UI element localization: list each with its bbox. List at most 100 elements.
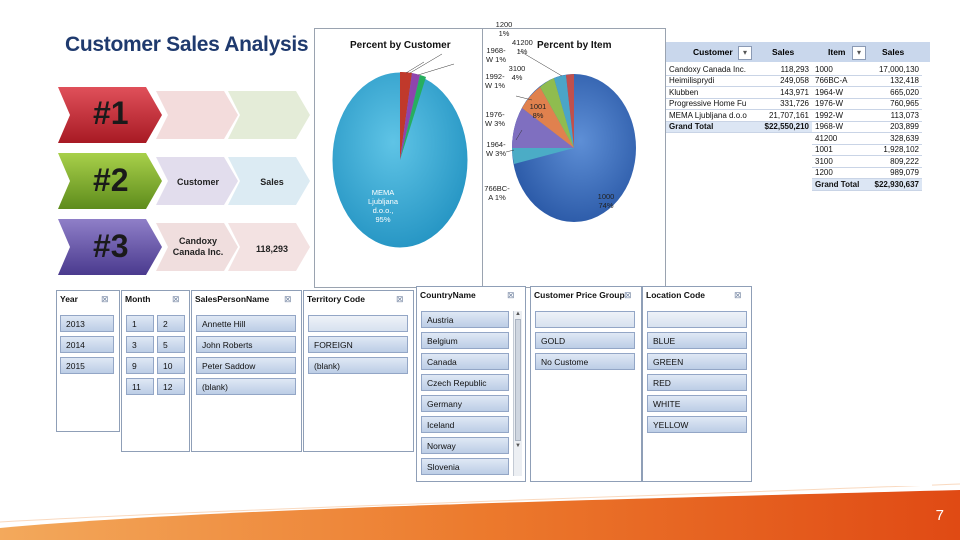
slicer-item-country[interactable]: Czech Republic (421, 374, 509, 391)
step-1-number: #1 (93, 95, 129, 131)
step-arrows (58, 87, 310, 275)
clear-filter-icon[interactable]: ⊠ (172, 294, 180, 304)
step-3-number: #3 (93, 228, 129, 264)
slicer-item-country[interactable]: Austria (421, 311, 509, 328)
pivot-header-sales-1: Sales (772, 47, 795, 57)
pie-item-label-1976w: 1976-W 3% (484, 110, 505, 128)
step-2-arrow (58, 153, 162, 209)
slicer-item-country[interactable]: Slovenia (421, 458, 509, 475)
slicer-item-month[interactable]: 12 (157, 378, 185, 395)
slicer-item-location[interactable]: BLUE (647, 332, 747, 349)
clear-filter-icon[interactable]: ⊠ (734, 290, 742, 300)
clear-filter-icon[interactable]: ⊠ (396, 294, 404, 304)
table-row[interactable]: Klubben 143,971 (666, 86, 812, 99)
pivot-header-sales-2: Sales (882, 47, 905, 57)
slicer-item-month[interactable]: 2 (157, 315, 185, 332)
slicer-item-month[interactable]: 5 (157, 336, 185, 353)
slicer-month: Month ⊠ 1 2 3 5 9 10 11 12 (121, 290, 190, 452)
slicer-item-salesperson[interactable]: Peter Saddow (196, 357, 296, 374)
table-row[interactable]: Heimilisprydi 249,058 (666, 75, 812, 87)
item-filter-icon[interactable]: ▾ (852, 46, 866, 60)
slicer-item-year[interactable]: 2013 (60, 315, 114, 332)
scroll-thumb[interactable] (515, 319, 521, 441)
pie-customer-main-label: MEMA Ljubljana d.o.o., 95% (367, 188, 399, 224)
pie-item-label-1001: 1001 8% (529, 102, 547, 120)
step-2-cell-2 (228, 157, 310, 205)
pie-item-label-766bca: 766BC-A 1% (484, 184, 510, 202)
customer-filter-icon[interactable]: ▾ (738, 46, 752, 60)
table-row[interactable]: 1976-W 760,965 (812, 98, 922, 110)
slicer-item-month[interactable]: 11 (126, 378, 154, 395)
slicer-item-country[interactable]: Iceland (421, 416, 509, 433)
table-row[interactable]: MEMA Ljubljana d.o.o 21,707,161 (666, 109, 812, 122)
table-row[interactable]: 1200 989,079 (812, 167, 922, 179)
pie-item-label-41200: 41200 1% (512, 38, 533, 56)
scroll-up-icon[interactable]: ▲ (515, 311, 521, 317)
slicer-item-location[interactable]: WHITE (647, 395, 747, 412)
table-row[interactable]: 1968-W 203,899 (812, 121, 922, 133)
slicer-item-territory[interactable]: (blank) (308, 357, 408, 374)
clear-filter-icon[interactable]: ⊠ (507, 290, 515, 300)
step-1-cell-1 (156, 91, 238, 139)
slicer-month-title: Month (125, 294, 151, 304)
footer-band (0, 483, 960, 540)
pivot-header-item: Item (828, 47, 846, 57)
slicer-item-price-group[interactable] (535, 311, 635, 328)
pie-item-label-1992w: 1992-W 1% (484, 72, 505, 90)
pie-item-title: Percent by Item (537, 40, 612, 51)
slicer-item-month[interactable]: 10 (157, 357, 185, 374)
pie-item-label-3100: 3100 4% (508, 64, 526, 82)
slicer-item-country[interactable]: Norway (421, 437, 509, 454)
step-2-sales-label: Sales (260, 177, 284, 187)
slicer-year: Year ⊠ 2013 2014 2015 (56, 290, 120, 432)
slicer-item-location[interactable] (647, 311, 747, 328)
slicer-item-location[interactable]: YELLOW (647, 416, 747, 433)
item-pivot-table: 1000 17,000,130 766BC-A 132,418 1964-W 665,… (812, 64, 922, 191)
scroll-down-icon[interactable]: ▼ (515, 443, 521, 449)
slicer-item-country[interactable]: Belgium (421, 332, 509, 349)
slicer-item-month[interactable]: 9 (126, 357, 154, 374)
table-row[interactable]: Candoxy Canada Inc. 118,293 (666, 64, 812, 76)
pie-customer-chart (331, 53, 469, 249)
clear-filter-icon[interactable]: ⊠ (284, 294, 292, 304)
dashboard-title: Customer Sales Analysis (65, 33, 309, 56)
slicer-item-year[interactable]: 2014 (60, 336, 114, 353)
slicer-item-salesperson[interactable]: (blank) (196, 378, 296, 395)
slicer-item-salesperson[interactable]: John Roberts (196, 336, 296, 353)
slicer-country-title: CountryName (420, 290, 476, 300)
slicer-item-territory[interactable]: FOREIGN (308, 336, 408, 353)
slicer-item-month[interactable]: 1 (126, 315, 154, 332)
table-row[interactable]: Progressive Home Fu 331,726 (666, 98, 812, 110)
slicer-price-group-title: Customer Price Group (534, 290, 625, 300)
pie-item-chart (505, 49, 636, 222)
pie-item-label-1000: 1000 74% (597, 192, 615, 210)
slicer-item-year[interactable]: 2015 (60, 357, 114, 374)
step-3-cell-1 (156, 223, 238, 271)
country-scrollbar[interactable]: ▲ ▼ (513, 311, 522, 476)
table-row[interactable]: 41200 328,639 (812, 132, 922, 145)
clear-filter-icon[interactable]: ⊠ (624, 290, 632, 300)
slicer-item-month[interactable]: 3 (126, 336, 154, 353)
slicer-item-price-group[interactable]: No Custome (535, 353, 635, 370)
pivot-header-customer: Customer (693, 47, 733, 57)
table-row[interactable]: 766BC-A 132,418 (812, 75, 922, 87)
pie-customer-title: Percent by Customer (350, 40, 451, 51)
slicer-item-location[interactable]: GREEN (647, 353, 747, 370)
table-row[interactable]: 3100 809,222 (812, 155, 922, 168)
slicer-item-country[interactable]: Canada (421, 353, 509, 370)
clear-filter-icon[interactable]: ⊠ (101, 294, 109, 304)
table-row[interactable]: 1000 17,000,130 (812, 64, 922, 76)
slicer-item-location[interactable]: RED (647, 374, 747, 391)
slicer-item-salesperson[interactable]: Annette Hill (196, 315, 296, 332)
step-1-cell-2 (228, 91, 310, 139)
table-row[interactable]: 1964-W 665,020 (812, 86, 922, 99)
table-row[interactable]: 1992-W 113,073 (812, 109, 922, 122)
slicer-territory: Territory Code ⊠ FOREIGN (blank) (303, 290, 414, 452)
slicer-price-group: Customer Price Group ⊠ GOLD No Custome (530, 286, 642, 482)
slicer-item-country[interactable]: Germany (421, 395, 509, 412)
table-row[interactable]: 1001 1,928,102 (812, 144, 922, 156)
slicer-year-title: Year (60, 294, 78, 304)
slicer-item-price-group[interactable]: GOLD (535, 332, 635, 349)
slicer-item-territory[interactable] (308, 315, 408, 332)
step-1-arrow (58, 87, 162, 143)
